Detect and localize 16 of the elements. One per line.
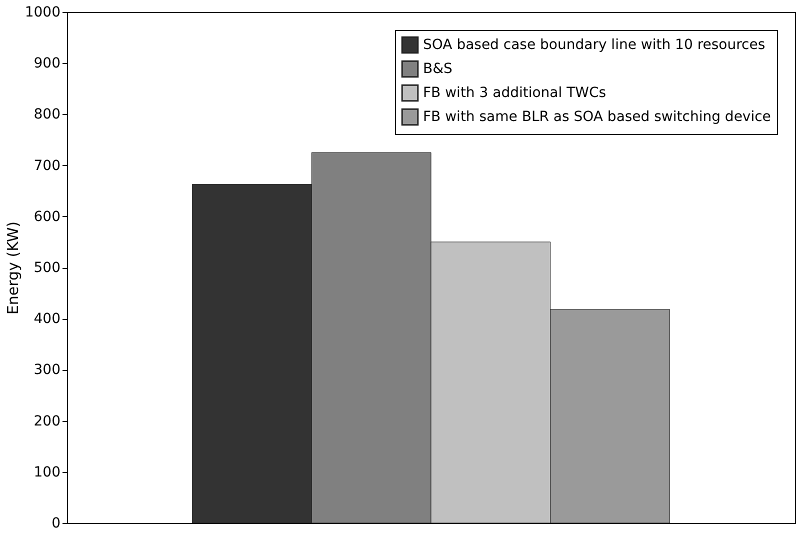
y-tick-label: 1000 <box>24 4 60 20</box>
legend-label: FB with 3 additional TWCs <box>423 85 606 101</box>
y-axis-title: Energy (KW) <box>4 221 22 315</box>
y-tick-label: 500 <box>34 260 60 276</box>
y-tick-label: 400 <box>34 311 60 328</box>
y-tick-label: 0 <box>52 516 60 532</box>
y-tick-label: 900 <box>34 56 60 72</box>
y-tick-label: 200 <box>34 413 60 430</box>
legend-label: FB with same BLR as SOA based switching device <box>423 109 771 125</box>
y-tick-label: 600 <box>34 208 60 225</box>
legend-label: B&S <box>423 61 453 77</box>
legend-label: SOA based case boundary line with 10 resources <box>423 37 766 53</box>
y-tick-label: 800 <box>34 106 60 123</box>
y-tick-label: 100 <box>34 464 60 480</box>
y-tick-label: 700 <box>34 158 60 174</box>
y-tick-label: 300 <box>34 362 60 378</box>
